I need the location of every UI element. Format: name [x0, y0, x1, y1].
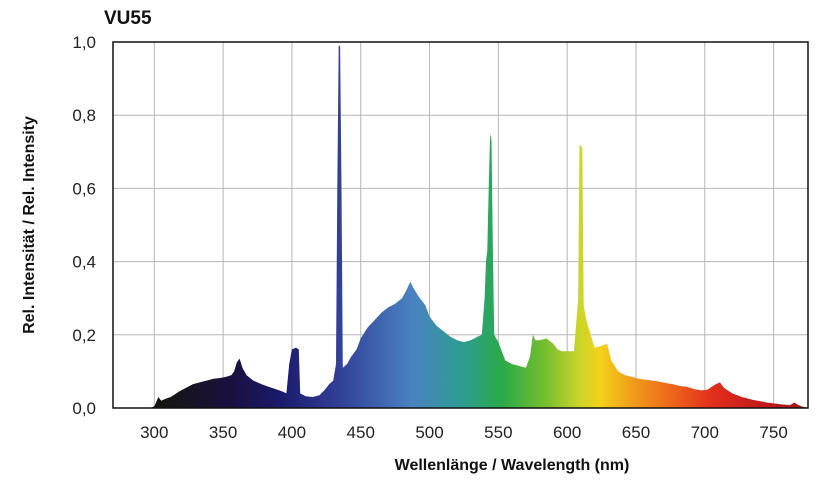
y-tick-label: 0,2 — [72, 326, 96, 345]
x-tick-label: 750 — [759, 423, 787, 442]
x-tick-label: 350 — [209, 423, 237, 442]
x-axis-label: Wellenlänge / Wavelength (nm) — [395, 457, 630, 474]
grid — [113, 41, 808, 409]
x-tick-label: 650 — [622, 423, 650, 442]
x-tick-label: 450 — [347, 423, 375, 442]
x-tick-label: 500 — [415, 423, 443, 442]
tick-labels: 300 350 400 450 500 550 600 650 700 750 0,0 0,2 0,4 0… — [72, 33, 787, 442]
y-tick-label: 0,0 — [72, 399, 96, 418]
x-tick-label: 700 — [691, 423, 719, 442]
y-tick-label: 0,8 — [72, 106, 96, 125]
x-tick-label: 600 — [553, 423, 581, 442]
x-tick-label: 550 — [484, 423, 512, 442]
x-tick-label: 400 — [278, 423, 306, 442]
y-tick-label: 0,6 — [72, 179, 96, 198]
chart-title: VU55 — [104, 8, 152, 29]
y-tick-label: 1,0 — [72, 33, 96, 52]
plot-frame — [112, 41, 809, 409]
y-axis-label: Rel. Intensität / Rel. Intensity — [21, 116, 38, 334]
y-tick-label: 0,4 — [72, 253, 96, 272]
x-tick-label: 300 — [140, 423, 168, 442]
